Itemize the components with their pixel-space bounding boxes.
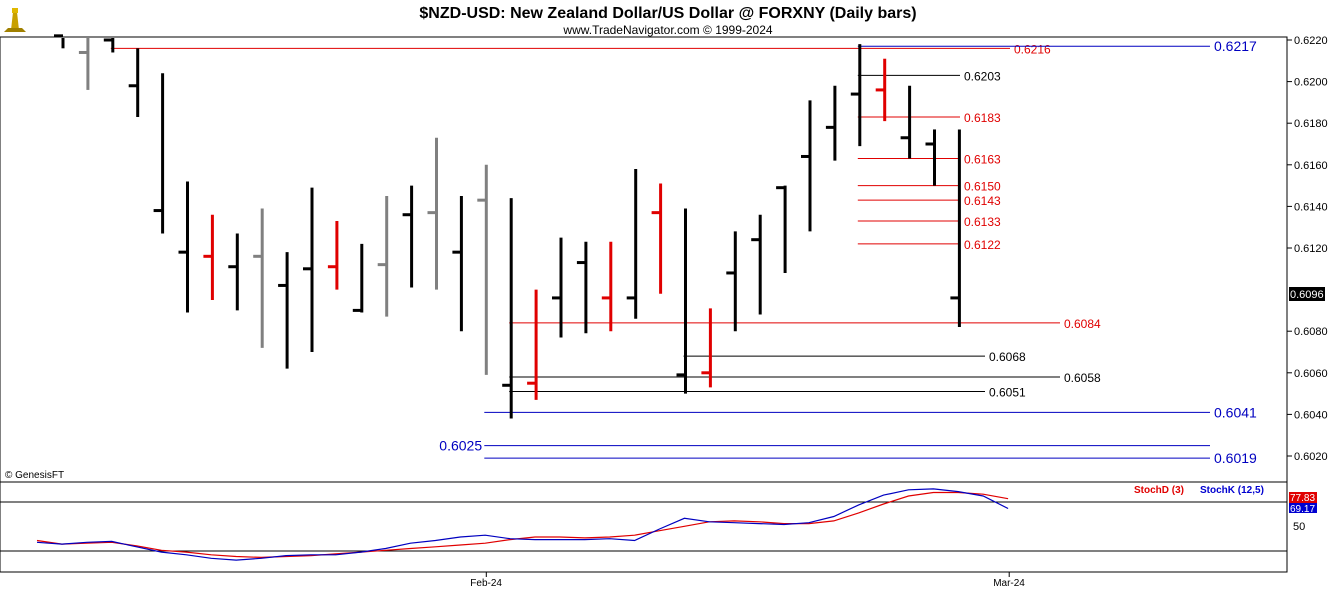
- price-bars: [54, 34, 961, 419]
- ohlc-bar: [601, 241, 613, 332]
- ohlc-bar: [850, 44, 862, 147]
- level-label: 0.6133: [964, 215, 1001, 229]
- ohlc-bar: [78, 38, 90, 90]
- ohlc-bar: [676, 208, 687, 394]
- stochk-last-value: 69.17: [1290, 504, 1315, 515]
- chart-title: $NZD-USD: New Zealand Dollar/US Dollar @…: [419, 5, 916, 22]
- price-tick-label: 0.6200: [1294, 77, 1328, 89]
- level-label: 0.6183: [964, 111, 1001, 125]
- level-label: 0.6051: [989, 386, 1026, 400]
- price-tick-label: 0.6220: [1294, 35, 1328, 47]
- ohlc-bar: [402, 185, 414, 288]
- ohlc-bar: [477, 164, 488, 375]
- price-axis: 0.6220 0.6200 0.6180 0.6160 0.6140 0.6120 0.60…: [1287, 35, 1328, 463]
- level-label: 0.6058: [1064, 371, 1101, 385]
- level-label: 0.6068: [989, 350, 1026, 364]
- ohlc-bar: [950, 129, 961, 328]
- ohlc-bar: [626, 168, 638, 319]
- ohlc-bar: [153, 73, 165, 234]
- price-tick-label: 0.6020: [1294, 451, 1328, 463]
- level-label: 0.6084: [1064, 317, 1101, 331]
- level-label: 0.6217: [1214, 38, 1257, 54]
- ohlc-bar: [900, 85, 912, 159]
- stoch-series: [36, 488, 1009, 561]
- last-price-marker: 0.6096: [1289, 287, 1325, 301]
- ohlc-bar: [701, 308, 712, 388]
- price-tick-label: 0.6060: [1294, 368, 1328, 380]
- ohlc-bar: [278, 252, 289, 369]
- stoch-panel: [0, 481, 1288, 573]
- ohlc-bar: [377, 196, 389, 317]
- ohlc-bar: [203, 214, 214, 300]
- ohlc-bar: [54, 34, 65, 49]
- level-label: 0.6163: [964, 153, 1001, 167]
- price-tick-label: 0.6040: [1294, 409, 1328, 421]
- level-label: 0.6019: [1214, 450, 1257, 466]
- ohlc-bar: [253, 208, 264, 348]
- legend-stochk: StochK (12,5): [1200, 485, 1264, 496]
- lighthouse-logo-icon: [4, 8, 26, 32]
- ohlc-bar: [427, 137, 438, 290]
- ohlc-bar: [801, 100, 812, 232]
- level-label: 0.6203: [964, 69, 1001, 83]
- ohlc-bar: [103, 38, 115, 53]
- ohlc-bar: [726, 231, 737, 332]
- ohlc-bar: [576, 241, 588, 334]
- level-label: 0.6025: [439, 438, 482, 454]
- ohlc-bar: [178, 181, 189, 313]
- last-price-label: 0.6096: [1290, 289, 1324, 301]
- price-tick-label: 0.6120: [1294, 243, 1328, 255]
- price-tick-label: 0.6160: [1294, 160, 1328, 172]
- stoch-tick-50: 50: [1293, 521, 1305, 533]
- x-axis: Feb-24 Mar-24: [470, 572, 1025, 589]
- price-tick-label: 0.6080: [1294, 326, 1328, 338]
- ohlc-bar: [925, 129, 936, 186]
- level-label: 0.6041: [1214, 404, 1257, 420]
- ohlc-bar: [228, 233, 239, 311]
- x-tick-label: Mar-24: [993, 578, 1025, 589]
- stoch-last-values: 77.83 69.17: [1289, 492, 1317, 515]
- chart-subtitle: www.TradeNavigator.com © 1999-2024: [562, 23, 772, 37]
- ohlc-bar: [502, 198, 513, 419]
- ohlc-bar: [552, 237, 563, 338]
- ohlc-bar: [128, 48, 140, 117]
- level-label: 0.6122: [964, 238, 1001, 252]
- legend-stochd: StochD (3): [1134, 485, 1184, 496]
- x-tick-label: Feb-24: [470, 578, 502, 589]
- price-tick-label: 0.6140: [1294, 201, 1328, 213]
- ohlc-bar: [527, 289, 538, 400]
- ohlc-bar: [303, 187, 314, 352]
- ohlc-bar: [452, 196, 463, 332]
- level-label: 0.6143: [964, 194, 1001, 208]
- ohlc-bar: [352, 243, 364, 313]
- ohlc-bar: [751, 214, 762, 315]
- ohlc-bar: [875, 58, 887, 122]
- level-label: 0.6150: [964, 180, 1001, 194]
- ohlc-bar: [776, 185, 787, 273]
- ohlc-bar: [327, 220, 339, 290]
- ohlc-bar: [825, 85, 837, 161]
- source-credit: © GenesisFT: [5, 470, 64, 481]
- ohlc-bar: [651, 183, 663, 294]
- stochk-line: [36, 488, 1009, 561]
- level-label: 0.6216: [1014, 42, 1051, 56]
- stochd-last-value: 77.83: [1290, 493, 1315, 504]
- stochd-line: [36, 491, 1009, 559]
- price-tick-label: 0.6180: [1294, 118, 1328, 130]
- price-levels: 0.6216 0.62170.62030.61830.61630.61500.61…: [110, 38, 1257, 466]
